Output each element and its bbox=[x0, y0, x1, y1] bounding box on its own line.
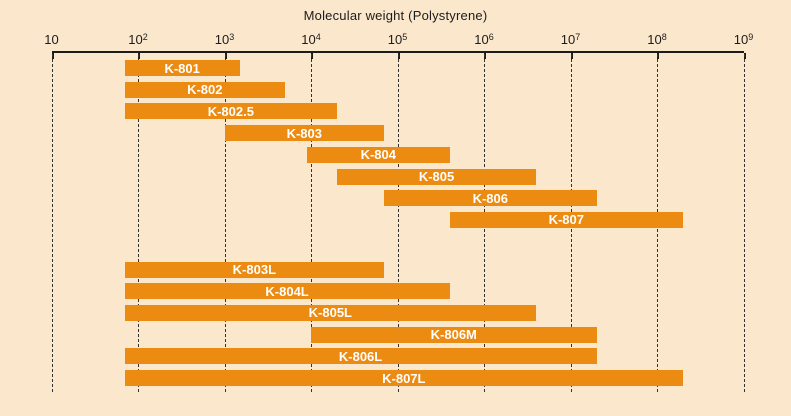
chart-title: Molecular weight (Polystyrene) bbox=[303, 8, 488, 23]
x-tick-label: 103 bbox=[214, 32, 235, 47]
x-tick-label: 105 bbox=[387, 32, 408, 47]
bar-K-805L: K-805L bbox=[124, 304, 537, 321]
bar-label: K-804L bbox=[265, 283, 309, 299]
bar-label: K-802.5 bbox=[207, 103, 254, 119]
bar-label: K-807L bbox=[382, 370, 426, 386]
x-tick-mark bbox=[397, 53, 400, 59]
x-tick-label: 106 bbox=[474, 32, 494, 47]
x-tick-mark bbox=[138, 53, 140, 59]
bar-label: K-807 bbox=[548, 212, 585, 228]
bar-label: K-802 bbox=[187, 82, 223, 98]
x-tick-mark bbox=[484, 53, 486, 59]
bar-label: K-806 bbox=[472, 190, 509, 206]
gridline bbox=[224, 54, 226, 392]
bar-K-807: K-807 bbox=[449, 211, 684, 228]
gridline bbox=[743, 54, 745, 392]
x-tick-label: 102 bbox=[128, 32, 148, 47]
x-tick-mark bbox=[570, 53, 573, 59]
bar-K-803: K-803 bbox=[224, 125, 385, 142]
bar-K-802: K-802 bbox=[124, 81, 285, 98]
bar-label: K-806M bbox=[430, 327, 477, 343]
bar-label: K-801 bbox=[164, 60, 200, 76]
x-tick-label: 10 bbox=[44, 32, 59, 47]
x-tick-label: 108 bbox=[647, 32, 667, 47]
bar-K-805: K-805 bbox=[337, 168, 537, 185]
x-tick-mark bbox=[657, 53, 659, 59]
bar-K-804L: K-804L bbox=[124, 283, 450, 300]
bar-K-806M: K-806M bbox=[311, 326, 597, 343]
bar-label: K-803 bbox=[286, 125, 322, 141]
bar-K-801: K-801 bbox=[124, 60, 240, 76]
bar-label: K-806L bbox=[338, 348, 383, 364]
x-tick-mark bbox=[743, 53, 746, 59]
gridline bbox=[138, 54, 139, 392]
bar-label: K-804 bbox=[360, 147, 396, 163]
bar-label: K-803L bbox=[232, 262, 277, 277]
bar-label: K-805 bbox=[418, 169, 455, 184]
bar-label: K-805L bbox=[308, 305, 352, 321]
x-tick-mark bbox=[224, 53, 227, 59]
x-axis-line bbox=[51, 51, 744, 53]
bar-K-804: K-804 bbox=[307, 146, 450, 163]
x-tick-mark bbox=[51, 53, 54, 59]
bar-K-806: K-806 bbox=[384, 190, 597, 207]
bar-K-806L: K-806L bbox=[124, 348, 597, 365]
x-tick-label: 107 bbox=[560, 32, 581, 47]
gridline bbox=[51, 54, 53, 392]
x-tick-mark bbox=[311, 53, 313, 59]
bar-K-802.5: K-802.5 bbox=[124, 103, 338, 120]
bar-K-807L: K-807L bbox=[124, 370, 684, 386]
x-tick-label: 109 bbox=[733, 32, 754, 47]
gridline bbox=[311, 54, 312, 392]
x-tick-label: 104 bbox=[301, 32, 321, 47]
gridline bbox=[397, 54, 399, 392]
bar-K-803L: K-803L bbox=[124, 261, 385, 278]
